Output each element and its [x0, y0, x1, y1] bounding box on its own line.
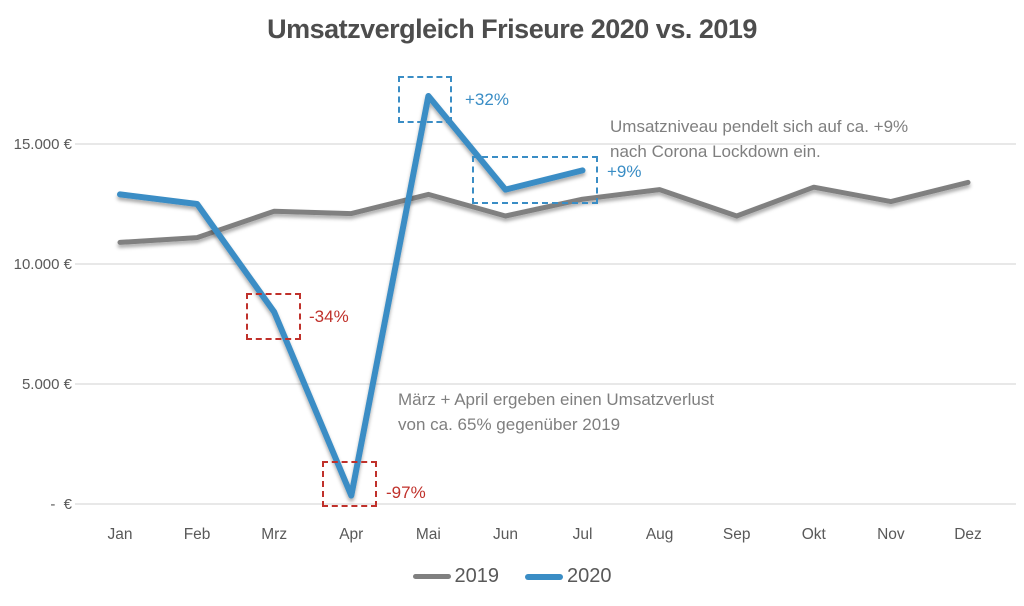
x-tick-label-Sep: Sep [723, 526, 751, 543]
y-tick-label-0: - € [50, 496, 72, 513]
x-tick-label-Dez: Dez [954, 526, 982, 543]
y-tick-label-10000: 10.000 € [14, 256, 73, 273]
note-maerz-april-line1: März + April ergeben einen Umsatzverlust [398, 390, 715, 409]
legend-item-2019: 2019 [412, 565, 500, 588]
annotation-label-jun-jul: +9% [607, 162, 642, 181]
annotation-box-mai [398, 76, 452, 123]
annotation-label-apr: -97% [386, 483, 426, 502]
note-maerz-april-line2: von ca. 65% gegenüber 2019 [398, 415, 621, 434]
x-tick-label-Apr: Apr [339, 526, 363, 543]
chart-legend: 2019 2020 [0, 565, 1024, 588]
x-tick-label-Okt: Okt [802, 526, 827, 543]
legend-label-2020: 2020 [567, 565, 612, 587]
legend-swatch-2020 [525, 573, 563, 580]
chart-title: Umsatzvergleich Friseure 2020 vs. 2019 [267, 14, 757, 44]
annotation-label-mrz: -34% [309, 307, 349, 326]
x-tick-label-Mrz: Mrz [261, 526, 287, 543]
series-line-2019 [117, 179, 971, 245]
y-tick-label-5000: 5.000 € [22, 376, 73, 393]
legend-swatch-2019 [412, 574, 451, 579]
annotation-box-apr [322, 461, 377, 507]
annotation-box-mrz [246, 293, 301, 340]
note-maerz-april: März + April ergeben einen Umsatzverlust… [398, 387, 714, 437]
y-tick-label-15000: 15.000 € [14, 136, 73, 153]
series-line-2020 [117, 93, 586, 499]
note-lockdown-line2: nach Corona Lockdown ein. [610, 142, 821, 161]
note-lockdown-line1: Umsatzniveau pendelt sich auf ca. +9% [610, 117, 909, 136]
note-lockdown: Umsatzniveau pendelt sich auf ca. +9% na… [610, 114, 908, 164]
x-tick-label-Feb: Feb [184, 526, 211, 543]
x-tick-label-Jan: Jan [108, 526, 133, 543]
annotation-box-jun-jul [472, 156, 598, 204]
x-tick-label-Mai: Mai [416, 526, 441, 543]
x-tick-label-Aug: Aug [646, 526, 674, 543]
x-tick-label-Jul: Jul [573, 526, 593, 543]
x-tick-label-Nov: Nov [877, 526, 905, 543]
x-tick-label-Jun: Jun [493, 526, 518, 543]
annotation-label-mai: +32% [465, 90, 509, 109]
legend-label-2019: 2019 [454, 565, 500, 587]
legend-item-2020: 2020 [525, 565, 612, 588]
